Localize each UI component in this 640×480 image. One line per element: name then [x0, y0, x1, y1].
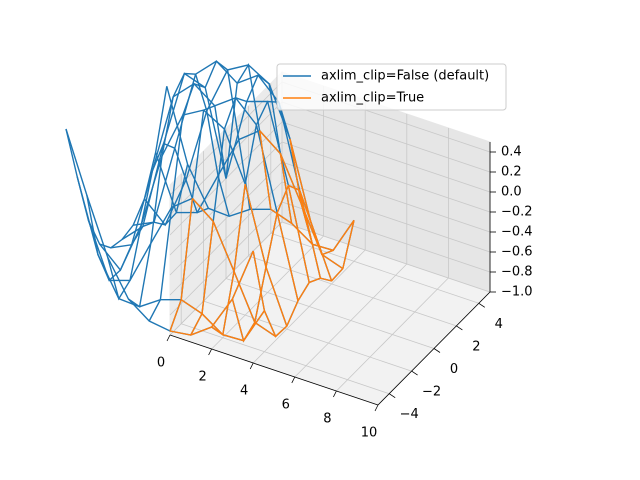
grid-line: [169, 221, 283, 336]
x-tick-label: 4: [240, 384, 248, 399]
y-axis-line: [377, 291, 491, 406]
y-tick-label: −4: [400, 407, 419, 422]
x-tick-label: 2: [198, 370, 206, 385]
grid-line: [203, 300, 412, 372]
tick-mark: [166, 334, 171, 342]
tick-mark: [478, 302, 486, 308]
grid-line: [281, 181, 491, 253]
z-tick-label: −0.6: [501, 245, 533, 260]
tick-mark: [388, 393, 396, 399]
wireframe-line: [287, 185, 310, 283]
grid-line: [281, 201, 491, 273]
wireframe-line: [252, 220, 355, 338]
tick-mark: [333, 390, 337, 398]
grid-line: [181, 323, 390, 395]
wireframe-line: [128, 72, 230, 308]
grid-line: [281, 121, 491, 193]
tick-mark: [208, 348, 212, 356]
z-tick-label: 0.2: [501, 165, 522, 180]
grid-line: [169, 101, 283, 216]
x-tick-label: 8: [323, 412, 331, 427]
tick-mark: [433, 348, 441, 353]
tick-mark: [249, 362, 254, 370]
z-tick-label: −1.0: [501, 285, 533, 300]
legend-label: axlim_clip=True: [321, 91, 424, 106]
wireframe-line: [231, 184, 334, 343]
grid-line: [281, 141, 491, 213]
z-tick-label: −0.4: [501, 225, 533, 240]
wireframe-line: [65, 86, 168, 249]
wireframe-line: [110, 82, 299, 301]
wireframe-line: [106, 142, 209, 301]
wireframe-line: [169, 130, 272, 332]
legend-label: axlim_clip=False (default): [321, 69, 489, 84]
x-tick-label: 10: [361, 426, 378, 441]
grid-line: [281, 161, 491, 233]
wireframe-line: [211, 138, 314, 336]
y-tick-label: 0: [450, 362, 458, 377]
grid-line: [169, 161, 283, 276]
z-tick-label: 0.0: [501, 185, 522, 200]
grid-line: [281, 101, 491, 173]
legend-box: [276, 63, 507, 111]
z-tick-label: 0.4: [501, 145, 522, 160]
grid-line: [281, 221, 491, 293]
wireframe-line: [121, 72, 310, 283]
grid-line: [248, 255, 457, 327]
wireframe-line: [190, 153, 293, 336]
tick-mark: [291, 376, 296, 384]
z-tick-label: −0.2: [501, 205, 533, 220]
x-tick-label: 6: [282, 398, 290, 413]
tick-mark: [456, 325, 463, 331]
wireframe-line: [276, 212, 299, 301]
tick-mark: [374, 404, 379, 412]
y-tick-label: 4: [495, 317, 503, 332]
y-tick-label: 2: [472, 339, 480, 354]
z-tick-label: −0.8: [501, 265, 533, 280]
x-tick-label: 0: [157, 356, 165, 371]
x-axis-line: [169, 334, 379, 406]
grid-line: [270, 232, 479, 304]
y-tick-label: −2: [422, 385, 441, 400]
tick-mark: [411, 370, 418, 376]
grid-line: [169, 181, 283, 296]
grid-line: [169, 201, 283, 316]
